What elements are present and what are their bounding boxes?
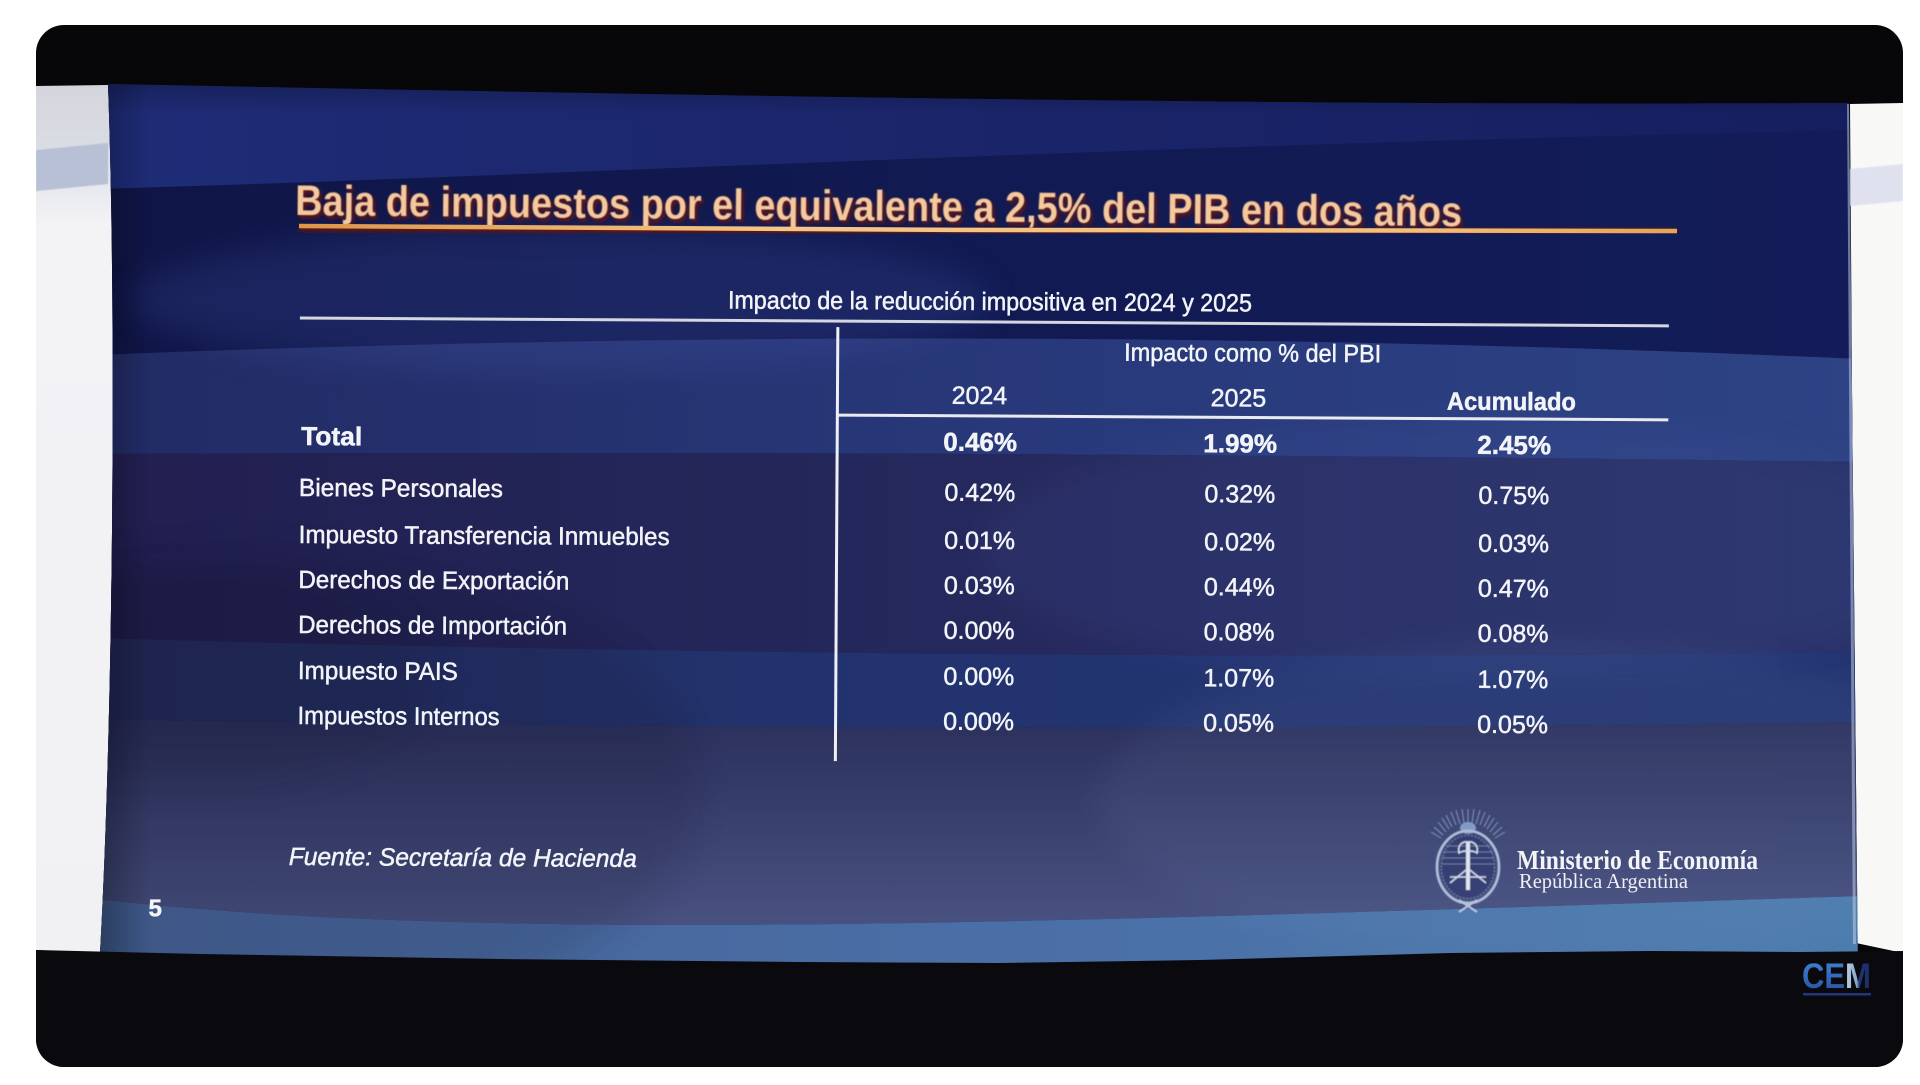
- svg-text:0.01%: 0.01%: [944, 527, 1015, 555]
- svg-text:2024: 2024: [952, 382, 1008, 410]
- svg-text:Ministerio de Economía: Ministerio de Economía: [1517, 845, 1758, 875]
- svg-text:Derechos de Importación: Derechos de Importación: [298, 611, 567, 641]
- svg-text:1.07%: 1.07%: [1477, 666, 1548, 694]
- svg-text:0.44%: 0.44%: [1204, 573, 1275, 601]
- svg-text:Bienes Personales: Bienes Personales: [299, 474, 503, 503]
- svg-text:Total: Total: [301, 421, 362, 451]
- svg-text:Derechos de Exportación: Derechos de Exportación: [298, 566, 569, 596]
- svg-text:0.47%: 0.47%: [1478, 575, 1549, 603]
- svg-text:1.07%: 1.07%: [1203, 664, 1274, 692]
- svg-text:M: M: [1845, 957, 1871, 996]
- svg-text:0.05%: 0.05%: [1203, 709, 1274, 737]
- svg-text:Acumulado: Acumulado: [1447, 388, 1576, 417]
- svg-text:0.08%: 0.08%: [1204, 618, 1275, 646]
- svg-text:Impacto de la reducción imposi: Impacto de la reducción impositiva en 20…: [728, 286, 1252, 317]
- svg-text:Fuente: Secretaría de Hacienda: Fuente: Secretaría de Hacienda: [289, 843, 637, 873]
- svg-text:0.75%: 0.75%: [1478, 482, 1549, 510]
- svg-text:0.03%: 0.03%: [1478, 530, 1549, 558]
- svg-text:0.05%: 0.05%: [1477, 711, 1548, 739]
- svg-text:0.00%: 0.00%: [943, 708, 1014, 736]
- svg-text:0.00%: 0.00%: [944, 617, 1015, 645]
- svg-text:0.42%: 0.42%: [944, 479, 1015, 507]
- svg-text:0.00%: 0.00%: [943, 663, 1014, 691]
- svg-text:1.99%: 1.99%: [1203, 428, 1277, 458]
- svg-text:Impuesto PAIS: Impuesto PAIS: [298, 657, 458, 686]
- svg-text:Impacto como % del PBI: Impacto como % del PBI: [1124, 339, 1381, 368]
- svg-text:5: 5: [148, 895, 162, 922]
- svg-text:República Argentina: República Argentina: [1519, 869, 1689, 893]
- svg-text:0.46%: 0.46%: [943, 427, 1017, 457]
- svg-text:0.02%: 0.02%: [1204, 528, 1275, 556]
- svg-text:2.45%: 2.45%: [1477, 430, 1551, 460]
- svg-text:2025: 2025: [1211, 384, 1267, 412]
- svg-text:0.08%: 0.08%: [1478, 620, 1549, 648]
- svg-text:0.03%: 0.03%: [944, 572, 1015, 600]
- svg-text:CE: CE: [1802, 957, 1845, 996]
- svg-text:0.32%: 0.32%: [1204, 480, 1275, 508]
- svg-text:Impuestos Internos: Impuestos Internos: [298, 702, 500, 731]
- svg-text:Impuesto Transferencia Inmuebl: Impuesto Transferencia Inmuebles: [299, 521, 670, 551]
